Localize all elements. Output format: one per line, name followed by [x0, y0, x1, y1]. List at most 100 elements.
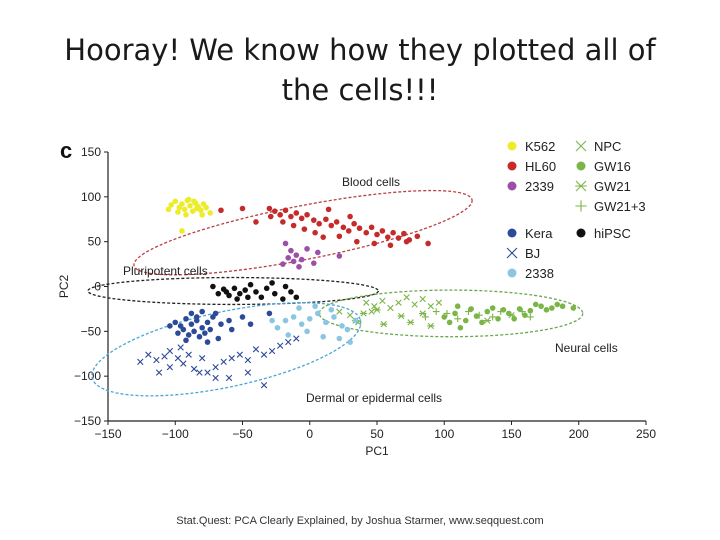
- legend-item: GW21+3: [575, 199, 646, 214]
- legend-marker: [507, 141, 517, 151]
- data-point: [320, 333, 327, 340]
- data-point: [260, 351, 268, 358]
- x-tick-label: −150: [94, 427, 121, 441]
- data-point: [225, 374, 233, 382]
- neural-cells-ellipse: [318, 289, 584, 338]
- legend-label: 2339: [525, 179, 554, 194]
- y-axis-label: PC2: [57, 275, 71, 299]
- data-point: [185, 351, 192, 358]
- x-tick-label: −50: [232, 427, 253, 441]
- data-point: [172, 198, 179, 205]
- data-point: [190, 365, 198, 373]
- data-point: [559, 303, 566, 310]
- data-point: [554, 301, 561, 308]
- legend: K562 HL60 2339 NPC GW16 GW21 GW21+3 hiPSC Kera BJ…: [506, 139, 646, 281]
- data-point: [390, 229, 396, 236]
- data-point: [285, 338, 292, 346]
- data-point: [198, 355, 206, 362]
- data-point: [323, 319, 329, 326]
- legend-marker: [576, 228, 586, 238]
- data-point: [245, 294, 251, 301]
- data-point: [373, 306, 381, 314]
- data-point: [328, 307, 335, 313]
- data-point: [161, 353, 168, 360]
- data-point: [220, 358, 227, 366]
- data-point: [191, 328, 197, 335]
- data-point: [282, 207, 289, 214]
- data-point: [301, 226, 308, 232]
- data-point: [296, 263, 302, 270]
- legend-item: hiPSC: [576, 226, 631, 241]
- data-point: [347, 213, 353, 220]
- data-point: [465, 308, 472, 316]
- data-point: [226, 317, 232, 324]
- y-tick-label: 150: [81, 145, 101, 159]
- data-point: [336, 308, 343, 315]
- data-point: [351, 220, 357, 227]
- series-2339: [280, 240, 343, 270]
- data-point: [346, 312, 354, 319]
- data-point: [199, 211, 205, 218]
- legend-label: 2338: [525, 266, 554, 281]
- data-point: [271, 290, 278, 297]
- data-point: [181, 206, 188, 213]
- data-point: [495, 315, 501, 322]
- data-point: [185, 332, 192, 338]
- data-point: [203, 204, 209, 211]
- data-point: [172, 319, 179, 326]
- data-point: [397, 312, 405, 320]
- series-hl60: [218, 205, 431, 249]
- x-axis-label: PC1: [365, 444, 389, 458]
- data-point: [188, 321, 195, 327]
- data-point: [522, 312, 528, 318]
- data-point: [304, 328, 310, 335]
- data-point: [269, 280, 275, 286]
- legend-marker: [507, 268, 517, 278]
- data-point: [137, 358, 144, 366]
- data-point: [183, 211, 189, 218]
- data-point: [185, 196, 192, 203]
- x-tick-label: 100: [434, 427, 454, 441]
- data-point: [290, 222, 297, 229]
- slide-title: Hooray! We know how they plotted all of …: [64, 33, 656, 107]
- data-point: [384, 234, 391, 240]
- data-point: [293, 294, 300, 301]
- data-point: [454, 303, 461, 310]
- cluster-annotation: Dermal or epidermal cells: [306, 391, 442, 405]
- data-point: [145, 351, 152, 358]
- data-point: [155, 369, 163, 376]
- series-kera: [167, 308, 273, 345]
- data-point: [239, 314, 246, 320]
- panel-label: c: [60, 138, 72, 163]
- series-2338: [269, 303, 359, 345]
- data-point: [274, 324, 281, 331]
- data-point: [518, 308, 526, 316]
- y-tick-label: 50: [88, 235, 102, 249]
- data-point: [507, 312, 516, 319]
- data-point: [247, 321, 254, 327]
- cluster-annotation: Neural cells: [555, 341, 618, 355]
- data-point: [239, 205, 246, 212]
- data-point: [193, 205, 200, 212]
- data-point: [199, 324, 205, 331]
- data-point: [253, 289, 259, 295]
- x-tick-label: 250: [636, 427, 656, 441]
- data-point: [165, 206, 172, 213]
- data-point: [473, 313, 480, 319]
- data-point: [234, 296, 240, 302]
- data-point: [516, 306, 523, 312]
- data-point: [207, 210, 214, 216]
- data-point: [298, 256, 305, 263]
- legend-marker: [576, 161, 586, 171]
- data-point: [331, 314, 337, 320]
- legend-label: NPC: [594, 139, 621, 154]
- x-tick-label: −100: [162, 427, 189, 441]
- data-point: [183, 315, 189, 322]
- data-point: [457, 324, 464, 331]
- data-point: [204, 339, 211, 345]
- data-point: [379, 297, 386, 305]
- data-point: [196, 369, 203, 376]
- data-point: [288, 247, 294, 254]
- data-point: [407, 319, 415, 326]
- data-point: [387, 242, 394, 249]
